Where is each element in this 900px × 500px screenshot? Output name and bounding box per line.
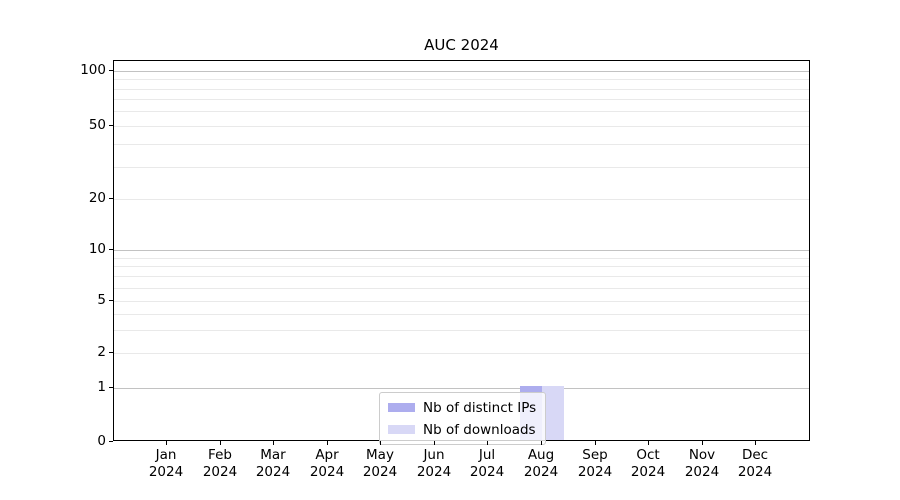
y-tick-mark — [109, 300, 113, 301]
x-tick-month: Nov — [688, 447, 716, 463]
x-tick-mark — [595, 441, 596, 445]
x-tick-year: 2024 — [148, 464, 184, 480]
x-tick-label: Feb 2024 — [190, 447, 250, 481]
gridline-y-5 — [114, 301, 809, 302]
x-tick-mark — [380, 441, 381, 445]
gridline-y-20 — [114, 199, 809, 200]
gridline-y-50 — [114, 126, 809, 127]
legend-label: Nb of downloads — [423, 421, 536, 438]
minor-gridline — [114, 288, 809, 289]
x-tick-label: Dec 2024 — [725, 447, 785, 481]
legend-row: Nb of distinct IPs — [388, 398, 536, 417]
x-tick-label: Oct 2024 — [618, 447, 678, 481]
x-tick-year: 2024 — [737, 464, 773, 480]
x-tick-label: Mar 2024 — [243, 447, 303, 481]
minor-gridline — [114, 144, 809, 145]
x-tick-label: Jul 2024 — [457, 447, 517, 481]
x-tick-year: 2024 — [469, 464, 505, 480]
x-tick-month: Apr — [315, 447, 339, 463]
gridline-y-10 — [114, 250, 809, 251]
legend-swatch — [388, 425, 415, 434]
minor-gridline — [114, 276, 809, 277]
legend-label: Nb of distinct IPs — [423, 399, 537, 416]
x-tick-month: Feb — [208, 447, 232, 463]
y-tick-label: 100 — [80, 62, 106, 78]
x-tick-month: Sep — [582, 447, 608, 463]
plot-area: Nb of distinct IPs Nb of downloads — [113, 60, 810, 445]
x-tick-month: Jun — [423, 447, 445, 463]
minor-gridline — [114, 79, 809, 80]
minor-gridline — [114, 111, 809, 112]
y-tick-label: 5 — [97, 292, 106, 308]
x-tick-month: May — [366, 447, 394, 463]
x-tick-month: Jan — [155, 447, 177, 463]
x-tick-mark — [702, 441, 703, 445]
minor-gridline — [114, 266, 809, 267]
x-tick-year: 2024 — [416, 464, 452, 480]
x-tick-month: Oct — [636, 447, 660, 463]
y-tick-label: 2 — [97, 344, 106, 360]
x-tick-label: Sep 2024 — [565, 447, 625, 481]
y-tick-label: 20 — [88, 190, 106, 206]
minor-gridline — [114, 89, 809, 90]
y-tick-mark — [109, 198, 113, 199]
y-tick-label: 1 — [97, 379, 106, 395]
x-tick-label: May 2024 — [350, 447, 410, 481]
x-tick-month: Dec — [741, 447, 769, 463]
x-tick-year: 2024 — [577, 464, 613, 480]
x-tick-month: Jul — [478, 447, 496, 463]
x-tick-mark — [327, 441, 328, 445]
legend: Nb of distinct IPs Nb of downloads — [379, 392, 547, 445]
y-tick-mark — [109, 125, 113, 126]
x-tick-mark — [220, 441, 221, 445]
x-tick-mark — [487, 441, 488, 445]
y-tick-mark — [109, 70, 113, 71]
minor-gridline — [114, 330, 809, 331]
gridline-y-100 — [114, 71, 809, 72]
y-tick-label: 50 — [88, 117, 106, 133]
minor-gridline — [114, 258, 809, 259]
x-tick-mark — [166, 441, 167, 445]
x-tick-year: 2024 — [309, 464, 345, 480]
x-tick-label: Aug 2024 — [511, 447, 571, 481]
x-tick-mark — [755, 441, 756, 445]
y-tick-label: 0 — [97, 433, 106, 449]
minor-gridline — [114, 314, 809, 315]
x-tick-year: 2024 — [255, 464, 291, 480]
bar-nb-of-downloads — [542, 386, 564, 440]
minor-gridline — [114, 167, 809, 168]
x-tick-mark — [648, 441, 649, 445]
legend-swatch — [388, 403, 415, 412]
x-tick-month: Mar — [260, 447, 286, 463]
x-tick-year: 2024 — [523, 464, 559, 480]
x-tick-year: 2024 — [630, 464, 666, 480]
legend-row: Nb of downloads — [388, 420, 536, 439]
x-tick-label: Nov 2024 — [672, 447, 732, 481]
x-tick-year: 2024 — [202, 464, 238, 480]
x-tick-year: 2024 — [684, 464, 720, 480]
x-tick-month: Aug — [527, 447, 555, 463]
gridline-y-1 — [114, 388, 809, 389]
y-tick-label: 10 — [88, 241, 106, 257]
minor-gridline — [114, 99, 809, 100]
y-tick-mark — [109, 249, 113, 250]
y-tick-mark — [109, 352, 113, 353]
y-tick-mark — [109, 387, 113, 388]
x-tick-mark — [541, 441, 542, 445]
x-tick-year: 2024 — [362, 464, 398, 480]
y-tick-mark — [109, 441, 113, 442]
x-tick-label: Jun 2024 — [404, 447, 464, 481]
x-tick-label: Apr 2024 — [297, 447, 357, 481]
x-tick-mark — [434, 441, 435, 445]
chart-title: AUC 2024 — [424, 36, 499, 54]
x-tick-label: Jan 2024 — [136, 447, 196, 481]
x-tick-mark — [273, 441, 274, 445]
gridline-y-2 — [114, 353, 809, 354]
